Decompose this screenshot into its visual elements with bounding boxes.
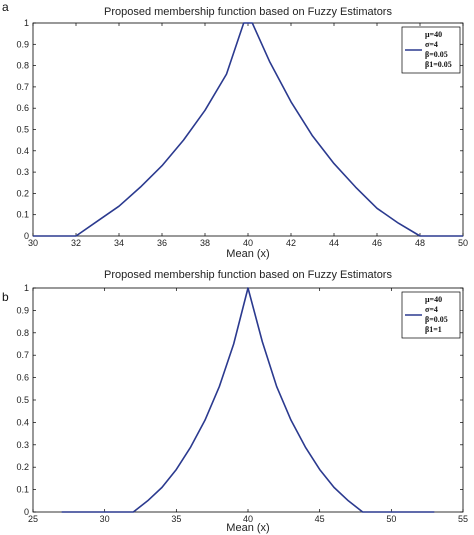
y-tick-label: 0.6 [16, 103, 29, 113]
legend-entry: μ=40 [425, 295, 442, 304]
y-tick-label: 1 [24, 18, 29, 28]
legend-entry: σ=4 [425, 40, 438, 49]
series-line [61, 287, 435, 513]
legend-entry: β=0.05 [425, 315, 448, 324]
x-tick-label: 50 [386, 514, 396, 524]
y-tick-label: 0.2 [16, 462, 29, 472]
legend-entry: β=0.05 [425, 50, 448, 59]
y-tick-label: 0.8 [16, 328, 29, 338]
panel-label: a [2, 0, 9, 14]
plot-area-frame [32, 22, 464, 237]
x-tick-label: 40 [243, 514, 253, 524]
y-tick-label: 0.8 [16, 61, 29, 71]
y-tick-label: 0.7 [16, 350, 29, 360]
y-tick-label: 0 [24, 507, 29, 517]
y-tick-label: 0.9 [16, 39, 29, 49]
series-line [33, 22, 463, 237]
panel-label: b [2, 290, 9, 304]
chart-title: Proposed membership function based on Fu… [104, 269, 392, 281]
y-tick-label: 0.3 [16, 167, 29, 177]
legend-entry: σ=4 [425, 305, 438, 314]
chart-panel-b: b Proposed membership function based on F… [2, 269, 468, 534]
y-tick-label: 0 [24, 231, 29, 241]
legend-entry: β1=1 [425, 325, 442, 334]
x-tick-label: 34 [114, 238, 124, 248]
y-tick-label: 0.6 [16, 373, 29, 383]
x-tick-label: 48 [415, 238, 425, 248]
legend-entry: μ=40 [425, 30, 442, 39]
y-tick-label: 0.2 [16, 188, 29, 198]
x-axis-label: Mean (x) [226, 248, 269, 260]
x-tick-label: 30 [100, 514, 110, 524]
y-tick-label: 0.1 [16, 210, 29, 220]
y-tick-label: 0.5 [16, 395, 29, 405]
x-tick-label: 50 [458, 238, 468, 248]
x-tick-label: 38 [200, 238, 210, 248]
chart-title: Proposed membership function based on Fu… [104, 6, 392, 18]
x-tick-label: 36 [157, 238, 167, 248]
x-tick-label: 32 [71, 238, 81, 248]
y-tick-label: 1 [24, 283, 29, 293]
plot-area-frame [32, 287, 464, 513]
x-axis-label: Mean (x) [226, 522, 269, 534]
x-tick-label: 35 [171, 514, 181, 524]
x-tick-label: 45 [315, 514, 325, 524]
y-tick-label: 0.9 [16, 305, 29, 315]
chart-panel-a: a Proposed membership function based on F… [2, 0, 468, 260]
x-tick-label: 55 [458, 514, 468, 524]
y-tick-label: 0.1 [16, 485, 29, 495]
x-tick-label: 25 [28, 514, 38, 524]
y-tick-label: 0.5 [16, 125, 29, 135]
legend-entry: β1=0.05 [425, 60, 452, 69]
y-tick-label: 0.4 [16, 146, 29, 156]
x-tick-label: 42 [286, 238, 296, 248]
x-tick-label: 30 [28, 238, 38, 248]
x-tick-label: 40 [243, 238, 253, 248]
y-tick-label: 0.3 [16, 440, 29, 450]
x-tick-label: 46 [372, 238, 382, 248]
y-tick-label: 0.4 [16, 417, 29, 427]
y-tick-label: 0.7 [16, 82, 29, 92]
x-tick-label: 44 [329, 238, 339, 248]
